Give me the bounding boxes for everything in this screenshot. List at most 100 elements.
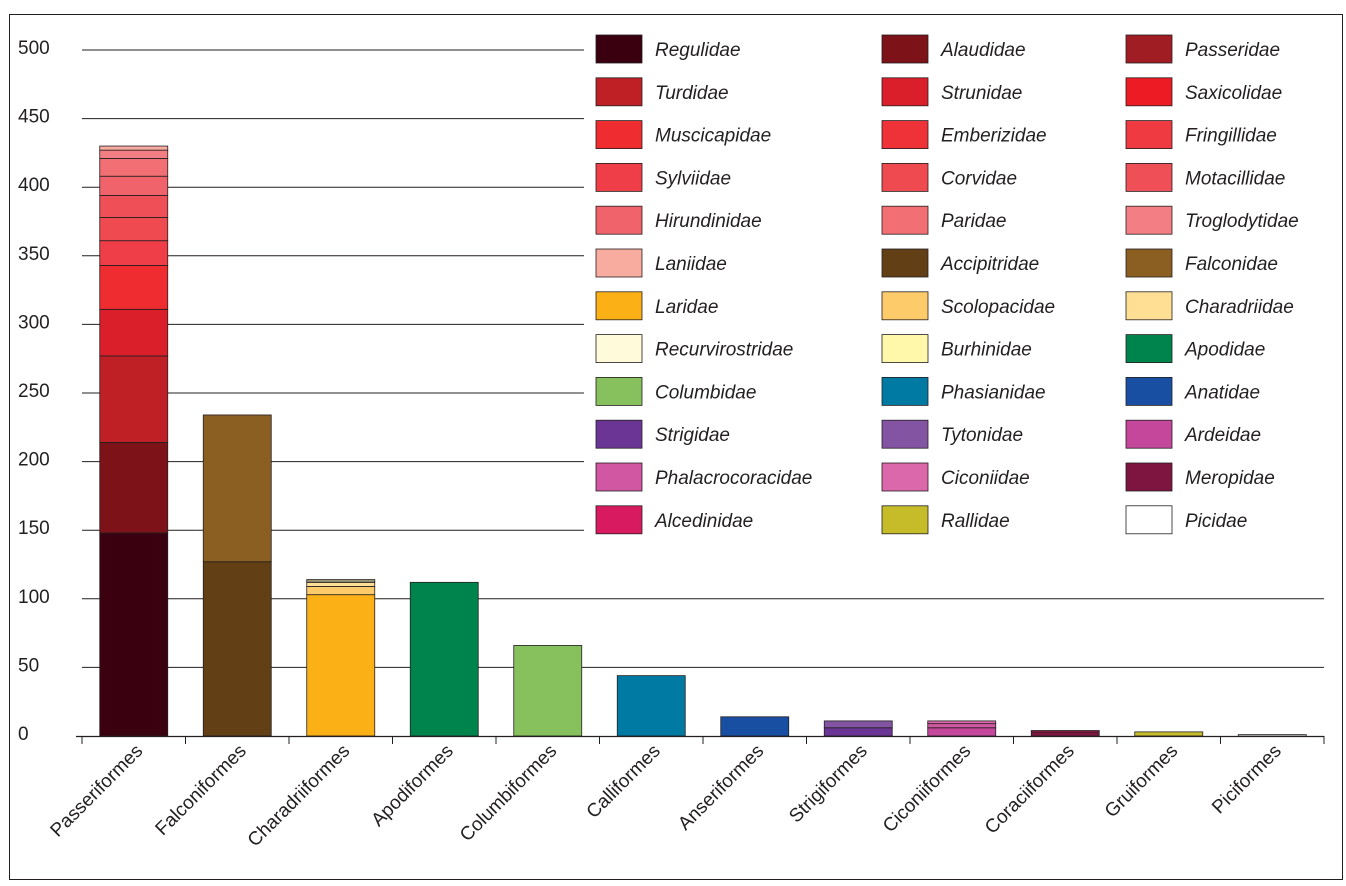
bar-segment-charadriiformes-burhinidae — [306, 579, 376, 582]
legend-swatch-turdidae — [595, 77, 643, 107]
y-tick-label-450: 450 — [18, 107, 50, 128]
bar-segment-piciformes-picidae — [1237, 734, 1307, 737]
legend-swatch-laniidae — [595, 248, 643, 278]
y-tick-label-500: 500 — [18, 38, 50, 59]
legend-swatch-sylviidae — [595, 162, 643, 192]
legend-label-meropidae: Meropidae — [1185, 468, 1275, 489]
legend-swatch-paridae — [881, 205, 929, 235]
bar-segment-apodiformes-apodidae — [409, 581, 479, 737]
legend-swatch-fringillidae — [1125, 120, 1173, 149]
legend-label-ciconiidae: Ciconiidae — [941, 468, 1030, 489]
legend-label-tytonidae: Tytonidae — [941, 425, 1023, 446]
legend-swatch-accipitridae — [881, 248, 929, 278]
legend-label-falconidae: Falconidae — [1185, 254, 1278, 275]
bar-segment-passeriformes-paridae — [99, 157, 169, 177]
legend-swatch-scolopacidae — [881, 291, 929, 321]
legend-label-motacillidae: Motacillidae — [1185, 168, 1285, 189]
legend-swatch-alcedinidae — [595, 505, 643, 535]
legend-swatch-laridae — [595, 291, 643, 321]
legend-swatch-apodidae — [1125, 334, 1173, 364]
bar-segment-strigiformes-strigidae — [823, 727, 893, 737]
bar-segment-strigiformes-tytonidae — [823, 720, 893, 729]
legend-swatch-alaudidae — [881, 34, 929, 64]
legend-swatch-regulidae — [595, 34, 643, 64]
legend-label-strigidae: Strigidae — [655, 425, 730, 446]
bar-segment-passeriformes-sylviidae — [99, 240, 169, 266]
legend-label-anatidae: Anatidae — [1184, 382, 1260, 403]
legend-label-regulidae: Regulidae — [655, 40, 741, 61]
legend-swatch-motacillidae — [1125, 162, 1173, 192]
bar-segment-ciconiiformes-ciconiidae — [927, 720, 997, 725]
legend-label-scolopacidae: Scolopacidae — [941, 297, 1055, 318]
bar-segment-passeriformes-motacillidae — [99, 195, 169, 218]
bar-segment-charadriiformes-charadriidae — [306, 581, 376, 587]
bar-segment-anseriformes-anatidae — [720, 716, 790, 737]
legend-label-phalacrocoracidae: Phalacrocoracidae — [655, 468, 812, 489]
y-tick-label-150: 150 — [18, 518, 50, 539]
bar-segment-passeriformes-turdidae — [99, 355, 169, 443]
legend-label-burhinidae: Burhinidae — [941, 340, 1032, 361]
y-tick-label-50: 50 — [18, 655, 39, 676]
legend-swatch-rallidae — [881, 505, 929, 535]
bar-segment-passeriformes-muscicapidae — [99, 265, 169, 310]
bar-segment-charadriiformes-scolopacidae — [306, 586, 376, 596]
bar-segment-passeriformes-hirundinidae — [99, 175, 169, 196]
bar-segment-coraciiformes-alcedinidae — [1030, 730, 1100, 733]
legend-swatch-passeridae — [1125, 34, 1173, 64]
bar-segment-passeriformes-troglodytidae — [99, 149, 169, 159]
legend: Regulidae Alaudidae Passeridae Turdidae Stru… — [584, 26, 1336, 546]
legend-label-passeridae: Passeridae — [1185, 40, 1280, 61]
legend-swatch-anatidae — [1125, 376, 1173, 406]
legend-swatch-muscicapidae — [595, 120, 643, 149]
bar-segment-ciconiiformes-phalacrocoracidae — [927, 723, 997, 729]
legend-label-turdidae: Turdidae — [655, 83, 729, 104]
legend-label-charadriidae: Charadriidae — [1185, 297, 1294, 318]
legend-swatch-phalacrocoracidae — [595, 462, 643, 492]
legend-label-muscicapidae: Muscicapidae — [655, 126, 771, 147]
legend-swatch-saxicolidae — [1125, 77, 1173, 107]
legend-label-alcedinidae: Alcedinidae — [654, 511, 753, 532]
legend-label-accipitridae: Accipitridae — [940, 254, 1039, 275]
legend-label-recurvirostridae: Recurvirostridae — [655, 340, 793, 361]
legend-swatch-strunidae — [881, 77, 929, 107]
bar-segment-gruiformes-rallidae — [1134, 731, 1204, 737]
legend-label-laridae: Laridae — [655, 297, 718, 318]
bar-segment-passeriformes-corvidae — [99, 216, 169, 242]
legend-swatch-phasianidae — [881, 376, 929, 406]
legend-swatch-strigidae — [595, 419, 643, 449]
bar-segment-passeriformes-alaudidae — [99, 441, 169, 534]
y-tick-label-250: 250 — [18, 381, 50, 402]
y-tick-label-350: 350 — [18, 244, 50, 265]
legend-label-emberizidae: Emberizidae — [941, 126, 1047, 147]
legend-label-apodidae: Apodidae — [1184, 340, 1265, 361]
legend-swatch-emberizidae — [881, 120, 929, 149]
legend-swatch-meropidae — [1125, 462, 1173, 492]
legend-label-laniidae: Laniidae — [655, 254, 727, 275]
legend-label-saxicolidae: Saxicolidae — [1185, 83, 1282, 104]
bar-segment-passeriformes-regulidae — [99, 532, 169, 737]
legend-swatch-columbidae — [595, 376, 643, 406]
y-tick-label-300: 300 — [18, 312, 50, 333]
y-tick-label-400: 400 — [18, 175, 50, 196]
y-tick-label-100: 100 — [18, 587, 50, 608]
y-tick-label-0: 0 — [18, 724, 29, 745]
legend-label-fringillidae: Fringillidae — [1185, 126, 1277, 147]
legend-swatch-ciconiidae — [881, 462, 929, 492]
legend-swatch-ardeidae — [1125, 419, 1173, 449]
legend-swatch-tytonidae — [881, 419, 929, 449]
legend-swatch-falconidae — [1125, 248, 1173, 278]
bars — [99, 145, 1307, 737]
legend-swatch-troglodytidae — [1125, 205, 1173, 235]
y-tick-label-200: 200 — [18, 450, 50, 471]
legend-label-troglodytidae: Troglodytidae — [1185, 211, 1299, 232]
legend-label-picidae: Picidae — [1185, 511, 1247, 532]
legend-label-alaudidae: Alaudidae — [940, 40, 1026, 61]
bar-segment-falconiformes-accipitridae — [202, 561, 272, 737]
bar-segment-ciconiiformes-ardeidae — [927, 727, 997, 737]
bar-segment-passeriformes-laniidae — [99, 145, 169, 151]
bar-segment-coraciiformes-meropidae — [1030, 731, 1100, 737]
legend-swatch-recurvirostridae — [595, 334, 643, 364]
legend-label-corvidae: Corvidae — [941, 168, 1017, 189]
